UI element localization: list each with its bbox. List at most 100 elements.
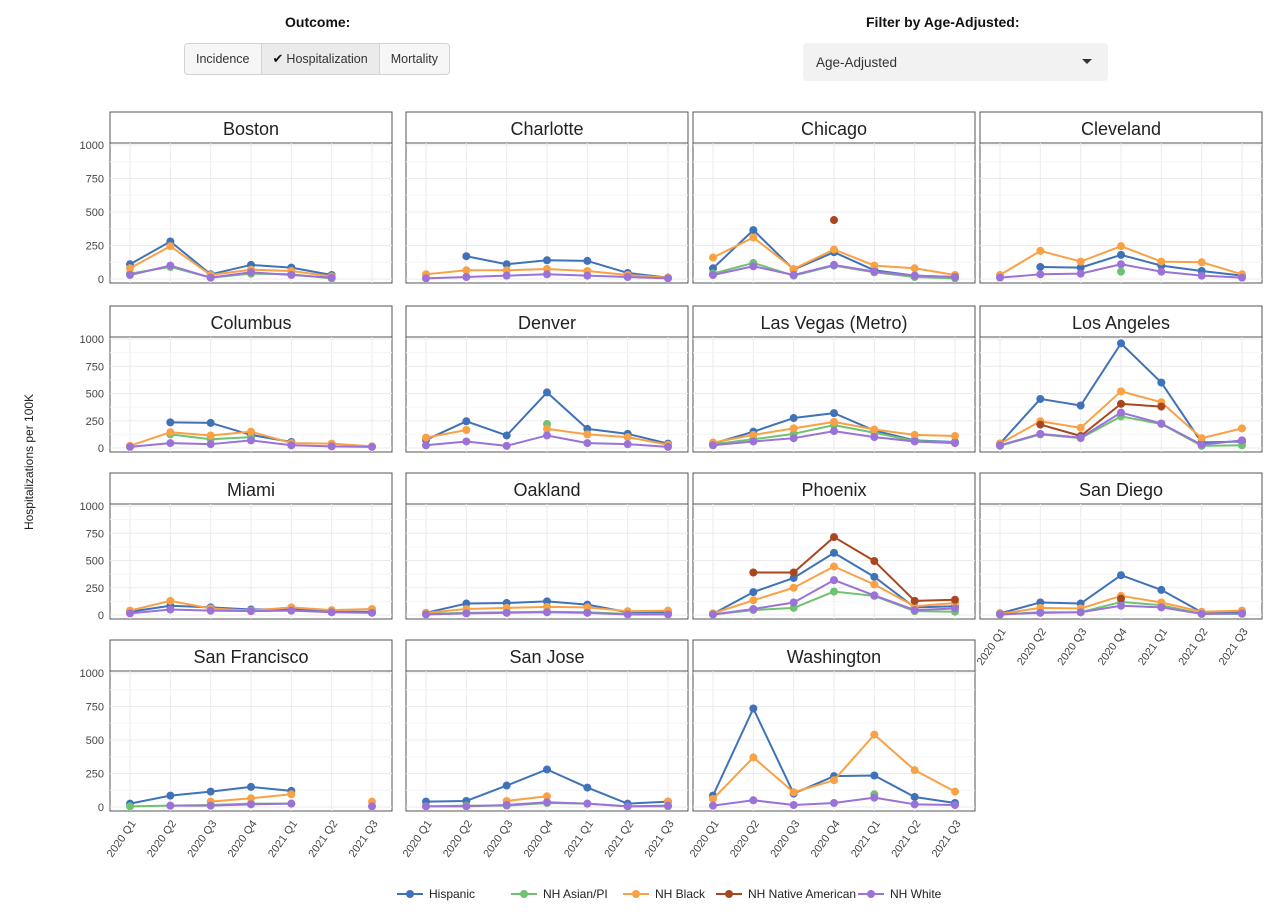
data-point-nh-white (502, 800, 511, 809)
data-point-nh-black (870, 425, 879, 434)
data-point-nh-white (422, 441, 430, 450)
data-point-nh-white (1197, 609, 1206, 618)
legend-marker-nh-asian-pi (520, 890, 528, 898)
series-line-nh-native-american (753, 536, 956, 602)
data-point-nh-white (247, 607, 255, 616)
data-point-nh-white (247, 436, 255, 445)
x-tick-label: 2021 Q2 (1176, 626, 1210, 667)
outcome-button-group: Incidence ✔ Hospitalization Mortality (184, 43, 450, 75)
x-tick-label: 2021 Q3 (347, 818, 381, 859)
data-point-hispanic (1076, 263, 1085, 272)
outcome-mortality-button[interactable]: Mortality (380, 44, 449, 74)
data-point-nh-white (1076, 269, 1085, 278)
x-tick-label: 2020 Q2 (728, 818, 762, 859)
data-point-nh-black (951, 787, 959, 796)
data-point-hispanic (502, 260, 511, 269)
data-point-nh-white (996, 441, 1004, 450)
x-tick-label: 2020 Q3 (1055, 626, 1089, 667)
legend-label-nh-native-american: NH Native American (748, 887, 856, 901)
data-point-nh-white (126, 609, 134, 618)
data-point-nh-black (1197, 434, 1206, 443)
panel-title: San Diego (1079, 480, 1163, 500)
checkmark-icon: ✔ (272, 51, 284, 66)
data-point-nh-white (830, 798, 838, 807)
x-tick-label: 2020 Q1 (401, 818, 435, 859)
data-point-nh-white (422, 802, 430, 811)
data-point-nh-white (996, 273, 1004, 282)
data-point-hispanic (247, 782, 255, 791)
data-point-hispanic (206, 418, 215, 427)
legend-marker-nh-native-american (725, 890, 733, 898)
data-point-hispanic (830, 548, 838, 557)
data-point-nh-white (910, 437, 919, 446)
panel-boston: Boston 0 250 500 750 1000 (80, 111, 393, 286)
y-tick-label: 250 (86, 583, 104, 595)
data-point-nh-white (1036, 429, 1045, 438)
outcome-hospitalization-button[interactable]: ✔ Hospitalization (261, 44, 380, 74)
data-point-hispanic (910, 792, 919, 801)
series-line-nh-native-american (1040, 402, 1162, 438)
data-point-nh-native-american (910, 596, 919, 605)
age-adjusted-select[interactable]: Age-Adjusted (803, 43, 1108, 81)
data-point-nh-black (247, 794, 255, 803)
data-point-nh-white (543, 798, 551, 807)
panel-title: San Francisco (193, 647, 308, 667)
x-tick-label: 2021 Q3 (1217, 626, 1251, 667)
data-point-nh-white (287, 799, 296, 808)
data-point-nh-white (287, 441, 296, 450)
data-point-nh-white (1157, 419, 1166, 428)
series-line-hispanic (129, 240, 332, 276)
y-tick-label: 750 (86, 528, 104, 540)
data-point-nh-white (789, 270, 798, 279)
data-point-nh-white (462, 437, 471, 446)
panel-las-vegas-metro: Las Vegas (Metro) (692, 305, 976, 453)
data-point-nh-white (247, 800, 255, 809)
data-point-nh-white (462, 609, 471, 618)
legend-marker-nh-white (867, 890, 875, 898)
panel-cleveland: Cleveland (979, 111, 1263, 284)
data-point-nh-asian-pi (1117, 267, 1125, 276)
y-tick-label: 1000 (80, 334, 104, 346)
series-line-nh-black (129, 245, 332, 278)
data-point-nh-white (951, 800, 959, 809)
data-point-nh-black (910, 264, 919, 273)
panel-strip (405, 639, 689, 672)
data-point-nh-white (422, 274, 430, 283)
data-point-nh-white (166, 439, 175, 448)
panel-denver: Denver (405, 305, 689, 453)
x-tick-label: 2021 Q1 (266, 818, 300, 859)
series-line-nh-black (546, 427, 669, 446)
data-point-hispanic (543, 256, 551, 265)
data-point-nh-white (1157, 603, 1166, 612)
data-point-nh-black (789, 424, 798, 433)
panel-phoenix: Phoenix (692, 472, 976, 620)
data-point-nh-black (166, 428, 175, 437)
y-tick-label: 0 (98, 274, 104, 286)
panel-title: Denver (518, 313, 576, 333)
data-point-nh-white (206, 440, 215, 449)
data-point-hispanic (1157, 585, 1166, 594)
x-tick-label: 2021 Q2 (889, 818, 923, 859)
data-point-nh-black (543, 792, 551, 801)
data-point-nh-white (368, 442, 376, 451)
data-point-nh-black (789, 264, 798, 273)
data-point-nh-white (1238, 436, 1246, 445)
outcome-mortality-label: Mortality (390, 52, 438, 66)
data-point-nh-white (126, 270, 134, 279)
x-tick-label: 2021 Q2 (306, 818, 340, 859)
data-point-nh-white (1117, 260, 1125, 269)
data-point-hispanic (462, 417, 471, 426)
data-point-nh-white (623, 610, 632, 619)
panel-title: Cleveland (1081, 119, 1161, 139)
outcome-incidence-button[interactable]: Incidence (185, 44, 262, 74)
x-tick-label: 2020 Q4 (1096, 626, 1130, 667)
panel-title: Los Angeles (1072, 313, 1170, 333)
panel-strip (405, 305, 689, 338)
y-tick-label: 250 (86, 769, 104, 781)
data-point-nh-white (951, 439, 959, 448)
data-point-nh-white (709, 801, 717, 810)
data-point-hispanic (166, 418, 175, 427)
data-point-hispanic (206, 787, 215, 796)
